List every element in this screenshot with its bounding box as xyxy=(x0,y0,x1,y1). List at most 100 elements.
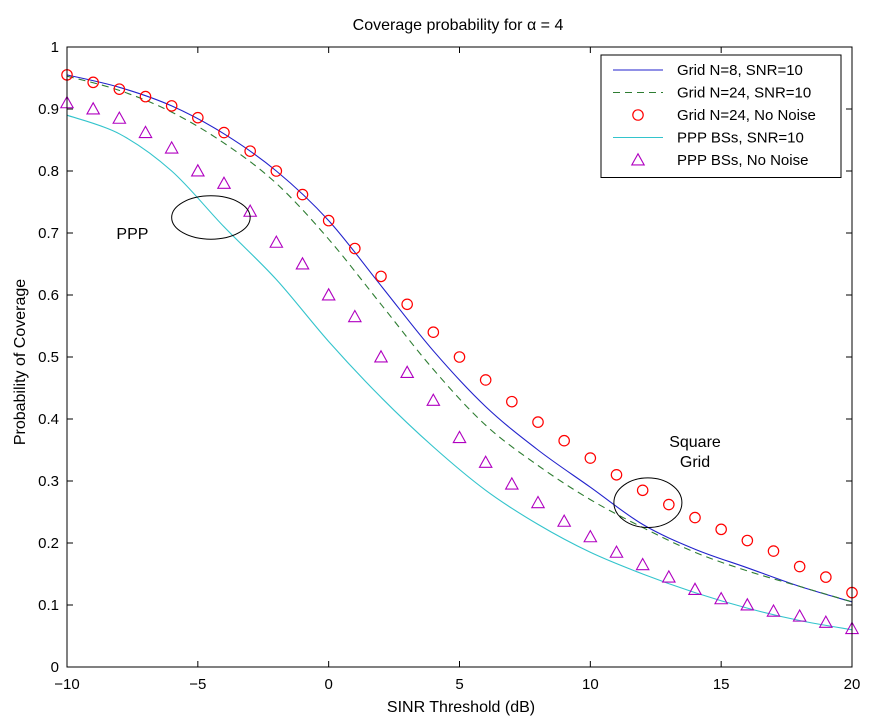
data-point-circle xyxy=(610,468,623,481)
legend-label: PPP BSs, No Noise xyxy=(677,152,808,169)
data-point-circle xyxy=(558,434,570,447)
legend: Grid N=8, SNR=10 Grid N=24, SNR=10 Grid N=… xyxy=(600,54,842,178)
series-grid-n-8-snr-10 xyxy=(66,74,853,603)
data-point-circle xyxy=(427,326,440,338)
data-point-circle xyxy=(584,452,597,464)
y-tick-label: 0.5 xyxy=(38,349,59,366)
data-point-circle xyxy=(479,374,492,386)
data-point-circle xyxy=(375,270,387,283)
legend-label: Grid N=24, SNR=10 xyxy=(677,85,811,102)
y-tick-label: 0.1 xyxy=(38,597,59,614)
x-tick-label: 15 xyxy=(713,676,730,693)
chart-title: Coverage probability for α = 4 xyxy=(353,17,564,34)
legend-entry-ppp-bss-no-noise: PPP BSs, No Noise xyxy=(630,152,808,169)
data-point-triangle xyxy=(714,591,729,605)
data-point-triangle xyxy=(138,125,153,139)
legend-box xyxy=(600,54,842,178)
y-tick-label: 0 xyxy=(51,659,59,676)
data-point-circle xyxy=(218,126,230,139)
data-point-triangle xyxy=(112,110,127,124)
data-point-circle xyxy=(820,571,832,583)
x-tick-label: 10 xyxy=(582,676,599,693)
data-point-circle xyxy=(663,498,675,511)
data-point-triangle xyxy=(635,557,650,571)
y-tick-label: 0.6 xyxy=(38,287,59,304)
annotation-label: Grid xyxy=(680,454,710,471)
annotation-label: PPP xyxy=(116,226,148,243)
data-point-circle xyxy=(636,484,649,497)
y-tick-label: 0.9 xyxy=(38,101,59,118)
data-point-circle xyxy=(165,100,178,112)
data-point-circle xyxy=(349,242,361,255)
data-point-circle xyxy=(270,165,283,177)
legend-marker xyxy=(632,109,644,121)
data-point-circle xyxy=(793,560,806,573)
series-line-grid-n-8-snr-10 xyxy=(66,74,853,603)
data-point-circle xyxy=(113,83,126,95)
y-axis-label: Probability of Coverage xyxy=(12,279,29,445)
series-grid-n-24-snr-10 xyxy=(66,75,853,603)
y-tick-label: 0.3 xyxy=(38,473,59,490)
data-point-circle xyxy=(192,111,204,124)
annotation-label: Square xyxy=(669,434,721,451)
data-point-triangle xyxy=(452,430,467,444)
data-point-circle xyxy=(401,298,413,311)
data-point-triangle xyxy=(557,513,572,527)
legend-entry-grid-n-24-no-noise: Grid N=24, No Noise xyxy=(632,107,816,124)
y-tick-label: 0.7 xyxy=(38,225,59,242)
legend-marker xyxy=(630,152,646,166)
data-point-circle xyxy=(741,534,754,547)
data-point-triangle xyxy=(766,603,781,617)
legend-entry-grid-n-24-snr-10: Grid N=24, SNR=10 xyxy=(613,85,811,102)
axes-layer: −10 −5 0 5 10 15 20 0 0.1 0.2 0.3 0.4 0.5 0.6 0.7 0.8 0.… xyxy=(38,39,860,693)
data-point-triangle xyxy=(400,365,415,379)
y-tick-label: 0.4 xyxy=(38,411,59,428)
data-point-triangle xyxy=(321,287,336,301)
data-point-triangle xyxy=(530,495,546,509)
data-point-triangle xyxy=(426,393,441,406)
data-point-triangle xyxy=(583,529,598,543)
data-point-triangle xyxy=(269,234,284,248)
data-point-triangle xyxy=(295,256,310,270)
legend-entry-ppp-bss-snr-10: PPP BSs, SNR=10 xyxy=(613,130,804,147)
x-tick-label: −5 xyxy=(189,676,206,693)
annotation-layer: PPP Square Grid xyxy=(116,195,721,529)
x-tick-label: −10 xyxy=(54,676,79,693)
data-point-triangle xyxy=(164,140,179,154)
series-ppp-bss-no-noise xyxy=(59,95,860,635)
data-point-circle xyxy=(506,395,518,408)
data-point-circle xyxy=(453,351,466,363)
y-tick-label: 0.2 xyxy=(38,535,59,552)
data-point-triangle xyxy=(792,608,807,622)
data-point-triangle xyxy=(86,101,101,115)
x-axis-label: SINR Threshold (dB) xyxy=(387,699,535,716)
data-point-circle xyxy=(715,523,727,536)
data-point-circle xyxy=(689,511,701,524)
data-point-triangle xyxy=(504,476,519,490)
data-point-triangle xyxy=(373,349,389,363)
data-point-circle xyxy=(296,188,309,201)
legend-label: Grid N=24, No Noise xyxy=(677,107,816,124)
x-tick-label: 20 xyxy=(844,676,861,693)
series-line-grid-n-24-snr-10 xyxy=(66,75,853,603)
data-point-triangle xyxy=(190,163,205,177)
x-tick-label: 5 xyxy=(455,676,463,693)
data-point-triangle xyxy=(347,309,362,323)
legend-label: Grid N=8, SNR=10 xyxy=(677,62,803,79)
data-point-circle xyxy=(767,545,780,557)
data-point-circle xyxy=(322,214,335,227)
data-point-triangle xyxy=(687,582,703,596)
data-point-triangle xyxy=(661,569,676,583)
annotation-ellipse xyxy=(171,195,251,240)
data-point-triangle xyxy=(478,455,493,468)
legend-label: PPP BSs, SNR=10 xyxy=(677,130,804,147)
annotation-ellipse xyxy=(613,477,683,529)
data-point-triangle xyxy=(740,597,755,611)
y-tick-label: 1 xyxy=(51,39,59,56)
legend-entry-grid-n-8-snr-10: Grid N=8, SNR=10 xyxy=(613,62,803,79)
data-point-triangle xyxy=(609,544,624,558)
data-point-circle xyxy=(244,145,256,157)
data-point-circle xyxy=(139,90,152,103)
data-point-circle xyxy=(87,76,99,89)
